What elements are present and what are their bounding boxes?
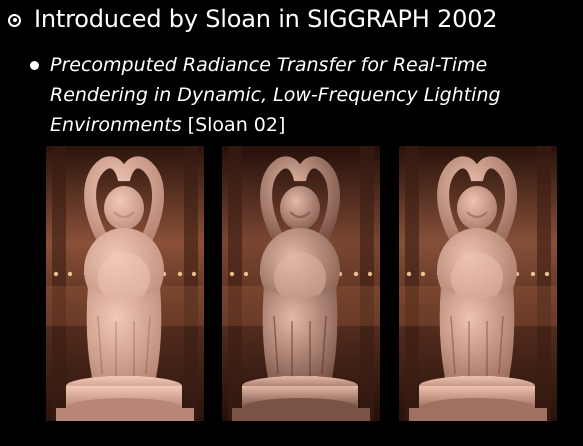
buddha-render-3 — [399, 146, 557, 421]
sub-bullet: Precomputed Radiance Transfer for Real-T… — [30, 50, 575, 140]
slide-heading: Introduced by Sloan in SIGGRAPH 2002 — [34, 5, 498, 33]
paper-citation: [Sloan 02] — [181, 114, 286, 136]
sub-bullet-text: Precomputed Radiance Transfer for Real-T… — [50, 50, 575, 140]
main-bullet: Introduced by Sloan in SIGGRAPH 2002 — [8, 2, 498, 36]
dot-bullet-icon — [30, 61, 39, 70]
ring-bullet-icon — [8, 13, 21, 27]
buddha-render-1 — [46, 146, 204, 421]
buddha-render-2 — [222, 146, 380, 421]
render-figures — [0, 146, 583, 421]
paper-title: Precomputed Radiance Transfer for Real-T… — [50, 54, 501, 136]
